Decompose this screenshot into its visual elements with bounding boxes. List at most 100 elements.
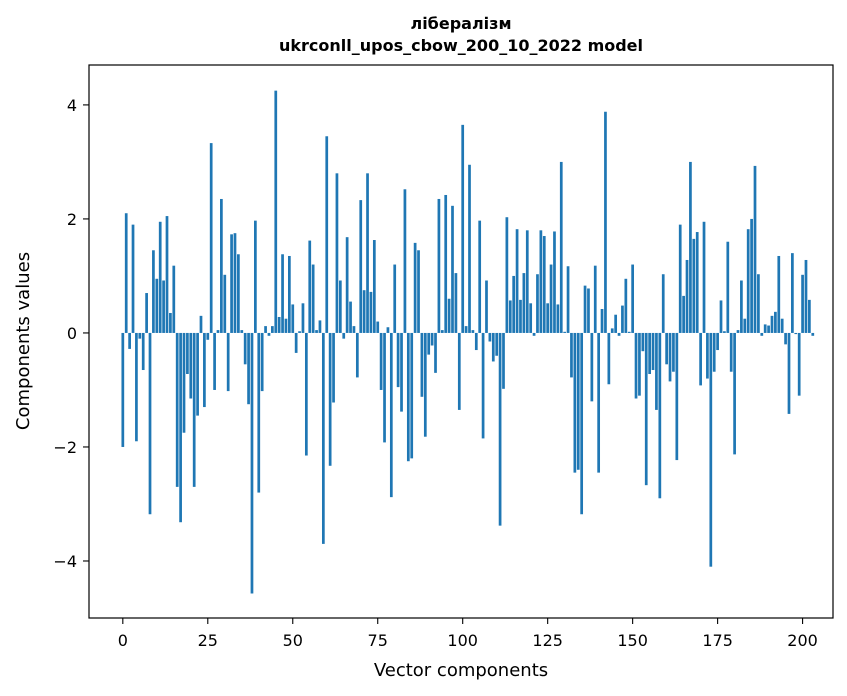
bar-component-118: [522, 273, 526, 333]
bar-component-155: [648, 332, 651, 374]
bar-component-126: [549, 264, 553, 333]
bar-component-168: [692, 238, 696, 333]
bar-component-57: [315, 330, 318, 333]
bar-component-181: [736, 330, 740, 333]
bar-component-147: [621, 305, 624, 333]
bar-component-166: [685, 259, 689, 333]
x-tick-label: 75: [368, 631, 388, 650]
bar-component-145: [614, 314, 618, 333]
bar-component-18: [182, 332, 186, 433]
bar-component-105: [478, 220, 482, 333]
bar-component-70: [359, 200, 363, 333]
bar-component-176: [719, 300, 723, 333]
bar-component-196: [787, 332, 791, 414]
chart-title-line1: лібералізм: [410, 14, 511, 33]
bar-component-169: [695, 232, 699, 333]
y-tick-label: −4: [53, 552, 77, 571]
bar-component-138: [590, 332, 594, 402]
bar-component-75: [376, 321, 380, 333]
bar-component-162: [672, 332, 675, 372]
bar-component-89: [423, 332, 427, 437]
bar-component-34: [237, 254, 240, 333]
bar-component-157: [655, 332, 658, 410]
bar-component-191: [770, 315, 774, 333]
bar-component-101: [464, 326, 468, 333]
bar-component-92: [434, 332, 437, 373]
bar-component-120: [529, 303, 533, 333]
plot-area-frame: [88, 64, 834, 619]
bar-component-14: [169, 312, 172, 333]
bar-component-143: [607, 332, 611, 385]
bar-component-152: [638, 332, 641, 396]
bar-component-8: [148, 332, 152, 515]
bar-component-53: [301, 303, 305, 333]
bar-component-13: [165, 216, 169, 333]
bar-component-85: [410, 332, 414, 459]
bar-component-114: [508, 300, 512, 333]
bar-component-11: [158, 221, 162, 333]
bar-component-186: [753, 165, 757, 333]
bar-component-65: [342, 332, 346, 339]
bar-component-121: [532, 332, 536, 336]
bar-component-180: [733, 332, 736, 455]
bar-component-16: [175, 332, 179, 487]
bar-component-124: [542, 236, 546, 333]
bar-component-74: [372, 240, 376, 333]
bar-component-167: [689, 161, 692, 333]
bar-component-84: [406, 332, 410, 462]
bar-component-178: [726, 241, 730, 333]
bar-component-148: [624, 278, 628, 333]
y-tick-label: −2: [53, 438, 77, 457]
bar-component-95: [444, 194, 448, 333]
bar-component-61: [328, 332, 332, 466]
bar-component-86: [413, 242, 417, 333]
x-tick-label: 175: [702, 631, 733, 650]
bar-component-78: [386, 327, 390, 333]
chart-title: лібералізм ukrconll_upos_cbow_200_10_202…: [279, 14, 643, 55]
bar-component-41: [260, 332, 264, 392]
bar-component-110: [495, 332, 499, 356]
bar-component-1: [124, 213, 128, 333]
bar-component-91: [430, 332, 434, 346]
bar-component-28: [216, 330, 220, 333]
bar-component-128: [556, 304, 560, 333]
bar-component-30: [223, 274, 227, 333]
bar-component-184: [746, 229, 750, 333]
bar-component-38: [250, 332, 254, 594]
bar-component-108: [488, 332, 492, 342]
bar-component-32: [230, 234, 233, 333]
bar-component-177: [723, 331, 726, 333]
bar-component-103: [471, 330, 475, 333]
bar-component-185: [750, 218, 753, 333]
bar-component-100: [461, 124, 465, 333]
bar-component-195: [784, 332, 787, 345]
bar-component-88: [420, 332, 424, 397]
bar-component-59: [321, 332, 325, 544]
bar-component-188: [760, 332, 764, 336]
bar-component-23: [199, 315, 203, 333]
bar-component-3: [131, 224, 135, 333]
bar-component-77: [383, 332, 386, 443]
bar-component-199: [797, 332, 801, 396]
bar-component-115: [512, 275, 516, 333]
bar-component-202: [808, 299, 811, 333]
y-tick-label: 0: [67, 324, 77, 343]
bar-component-68: [352, 326, 356, 333]
bar-component-129: [559, 161, 563, 333]
bar-component-27: [213, 332, 216, 390]
bar-component-24: [203, 332, 206, 408]
bar-component-0: [121, 332, 125, 447]
bar-component-134: [576, 332, 580, 470]
bar-component-182: [740, 280, 743, 333]
bar-component-81: [396, 332, 400, 388]
bar-component-146: [617, 332, 621, 336]
bar-component-10: [155, 278, 159, 333]
bar-component-201: [804, 259, 808, 333]
bar-component-79: [389, 332, 393, 498]
bar-component-90: [427, 332, 431, 355]
bar-component-83: [403, 189, 407, 333]
bar-component-192: [774, 311, 777, 333]
bar-component-158: [658, 332, 662, 499]
bar-component-4: [135, 332, 138, 442]
